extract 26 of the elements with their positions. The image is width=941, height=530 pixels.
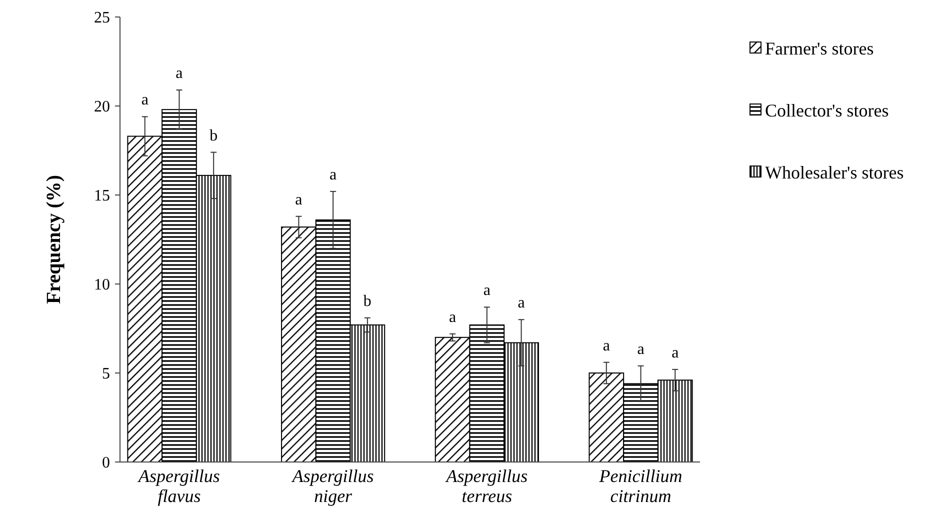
y-axis-title: Frequency (%): [43, 174, 65, 304]
annotation: a: [518, 294, 525, 312]
y-tick-label: 5: [102, 366, 110, 383]
y-tick-label: 15: [94, 188, 110, 205]
annotation: a: [483, 282, 490, 300]
y-tick-label: 20: [94, 98, 110, 116]
y-tick-label: 0: [102, 454, 110, 472]
annotation: a: [602, 337, 610, 354]
annotation: b: [210, 127, 218, 144]
annotation: a: [176, 64, 183, 82]
legend-label: Farmer's stores: [765, 38, 874, 58]
legend-label: Wholesaler's stores: [765, 162, 904, 182]
annotation: b: [363, 292, 372, 310]
y-tick-label: 25: [94, 10, 110, 27]
x-tick-label: Aspergillus terreus: [445, 466, 528, 506]
annotation: a: [637, 340, 644, 358]
x-tick-label: Aspergillus flavus: [138, 466, 220, 506]
annotation: a: [672, 344, 679, 362]
legend-label: Collector's stores: [765, 100, 889, 120]
annotation: a: [141, 92, 148, 109]
x-tick-label: Aspergillus niger: [291, 466, 374, 506]
annotation: a: [449, 308, 456, 326]
x-tick-label: Penicillium citrinum: [598, 466, 682, 506]
y-tick-label: 10: [94, 276, 110, 294]
annotation: a: [295, 191, 302, 208]
annotation: a: [330, 166, 337, 184]
